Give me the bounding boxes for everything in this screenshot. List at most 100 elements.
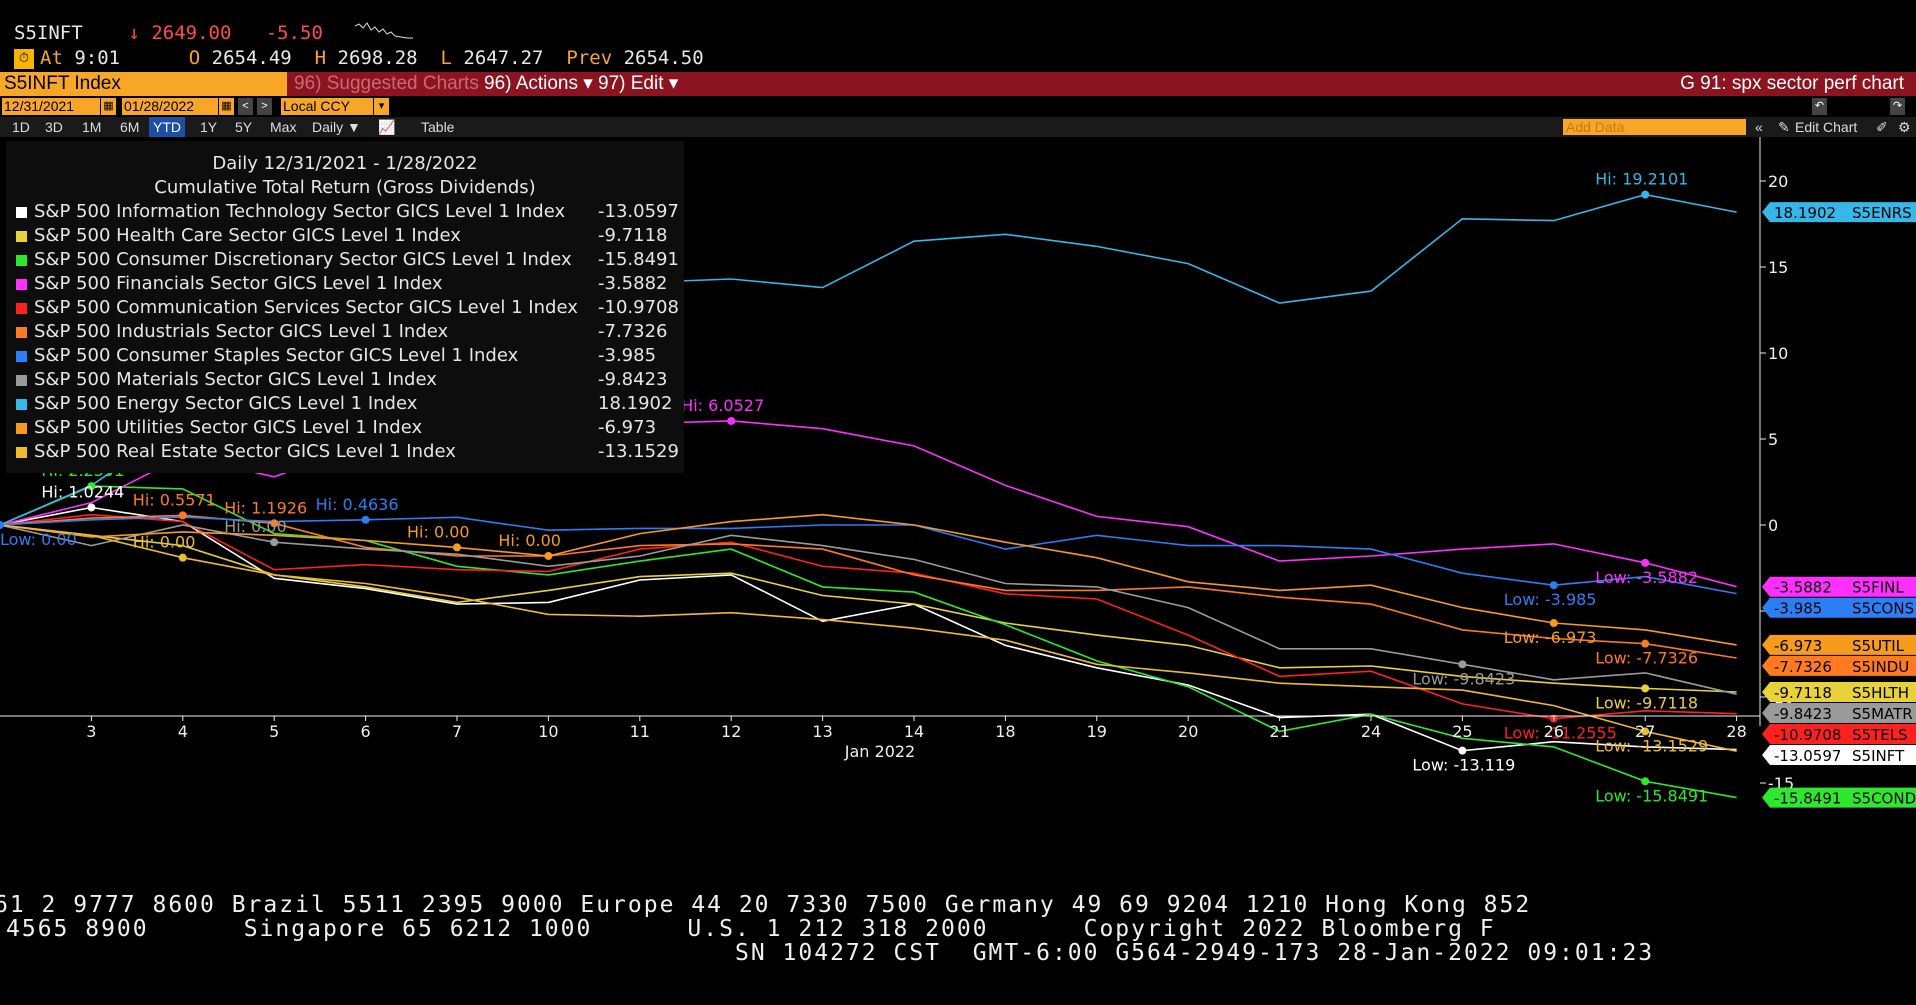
annotation-marker xyxy=(1549,581,1558,590)
tag-background xyxy=(1762,655,1916,676)
legend-series-value: -15.8491 xyxy=(598,249,679,270)
period-6m[interactable]: 6M xyxy=(120,119,140,135)
table-button[interactable]: Table xyxy=(421,119,455,135)
period-1y[interactable]: 1Y xyxy=(200,119,218,135)
legend-item-s5rlst[interactable]: S&P 500 Real Estate Sector GICS Level 1 … xyxy=(16,441,679,465)
low-value: 2647.27 xyxy=(463,47,544,69)
next-period-icon[interactable]: > xyxy=(257,98,272,115)
actions-menu[interactable]: 96) Actions ▾ xyxy=(484,73,593,94)
security-input[interactable]: S5INFT Index xyxy=(0,72,287,96)
period-1m[interactable]: 1M xyxy=(82,119,102,135)
legend-title: Daily 12/31/2021 - 1/28/2022 xyxy=(212,153,478,174)
period-1d[interactable]: 1D xyxy=(12,119,30,135)
legend-item-s5cond[interactable]: S&P 500 Consumer Discretionary Sector GI… xyxy=(16,249,679,273)
tag-value: 18.1902 xyxy=(1774,204,1836,222)
legend-series-name: S&P 500 Financials Sector GICS Level 1 I… xyxy=(34,273,443,294)
x-tick-label: 14 xyxy=(904,722,924,741)
legend-item-s5hlth[interactable]: S&P 500 Health Care Sector GICS Level 1 … xyxy=(16,225,676,249)
suggested-charts-button[interactable]: 96) Suggested Charts xyxy=(294,73,479,94)
legend-swatch xyxy=(16,375,27,386)
legend-item-s5cons[interactable]: S&P 500 Consumer Staples Sector GICS Lev… xyxy=(16,345,676,369)
period-ytd[interactable]: YTD xyxy=(149,117,185,137)
down-arrow-icon: ↓ xyxy=(128,22,140,44)
ticker-symbol[interactable]: S5INFT xyxy=(14,22,83,44)
annotation-label: Low: -15.8491 xyxy=(1595,786,1708,805)
annotation-label: Low: 0.00 xyxy=(0,530,77,549)
annotation-label: Low: -6.973 xyxy=(1504,628,1597,647)
legend-series-value: -3.5882 xyxy=(598,273,668,294)
legend-series-name: S&P 500 Materials Sector GICS Level 1 In… xyxy=(34,369,437,390)
tag-value: -9.8423 xyxy=(1774,705,1832,723)
period-max[interactable]: Max xyxy=(270,119,297,135)
annotation-label: Hi: 1.1926 xyxy=(224,498,307,517)
legend-item-s5matr[interactable]: S&P 500 Materials Sector GICS Level 1 In… xyxy=(16,369,676,393)
series-lines xyxy=(0,193,1737,799)
legend-swatch xyxy=(16,351,27,362)
calendar-icon[interactable]: ▦ xyxy=(101,98,116,115)
edit-icon[interactable]: ✐ xyxy=(1876,119,1888,135)
legend-series-value: -13.1529 xyxy=(598,441,679,462)
last-value-tags: 18.1902 S5ENRS -3.5882 S5FINL -3.985 S5CONS -6… xyxy=(1762,202,1916,808)
x-tick-label: 20 xyxy=(1178,722,1198,741)
annotation-label: Hi: 1.0244 xyxy=(41,482,124,501)
edit-chart-button[interactable]: Edit Chart xyxy=(1795,119,1858,135)
annotation-marker xyxy=(0,521,4,529)
at-label: At xyxy=(40,47,63,69)
annotation-marker xyxy=(1641,684,1650,693)
annotation-label: Hi: 0.5571 xyxy=(133,490,216,509)
legend-swatch xyxy=(16,255,27,266)
legend-panel: Daily 12/31/2021 - 1/28/2022 Cumulative … xyxy=(6,141,684,473)
annotation-marker xyxy=(1641,727,1650,736)
prev-label: Prev xyxy=(566,47,613,69)
series-line-s5rlst xyxy=(0,524,1737,752)
annotation-label: Hi: 0.00 xyxy=(407,522,470,541)
legend-item-s5util[interactable]: S&P 500 Utilities Sector GICS Level 1 In… xyxy=(16,417,676,441)
legend-series-value: -10.9708 xyxy=(598,297,679,318)
series-line-s5inft xyxy=(0,506,1737,752)
start-date-field[interactable]: 12/31/2021 xyxy=(2,98,100,115)
series-line-s5cond xyxy=(0,485,1737,799)
tag-background xyxy=(1762,202,1916,223)
last-value-tag-s5matr: -9.8423 S5MATR xyxy=(1762,703,1916,724)
y-tick-label: 5 xyxy=(1768,430,1778,449)
redo-icon[interactable]: ↷ xyxy=(1890,98,1905,115)
frequency-select[interactable]: Daily ▼ xyxy=(312,119,361,135)
last-value-tag-s5hlth: -9.7118 S5HLTH xyxy=(1762,682,1916,703)
gear-icon[interactable]: ⚙ xyxy=(1898,119,1911,135)
collapse-icon[interactable]: « xyxy=(1755,119,1763,135)
tag-background xyxy=(1762,745,1916,766)
end-date-field[interactable]: 01/28/2022 xyxy=(122,98,218,115)
chevron-down-icon[interactable]: ▾ xyxy=(374,98,389,115)
tag-value: -7.7326 xyxy=(1774,658,1832,676)
annotation-label: Hi: 0.00 xyxy=(498,531,561,550)
x-tick-label: 26 xyxy=(1544,722,1564,741)
legend-item-s5enrs[interactable]: S&P 500 Energy Sector GICS Level 1 Index… xyxy=(16,393,676,417)
sparkline-icon xyxy=(355,22,413,39)
annotation-label: Hi: 0.00 xyxy=(133,533,196,552)
prev-period-icon[interactable]: < xyxy=(238,98,253,115)
tag-ticker: S5UTIL xyxy=(1852,637,1905,655)
annotation-marker xyxy=(87,482,96,491)
currency-select[interactable]: Local CCY xyxy=(281,98,373,115)
tag-ticker: S5FINL xyxy=(1852,579,1904,597)
x-tick-label: 19 xyxy=(1087,722,1107,741)
legend-series-name: S&P 500 Utilities Sector GICS Level 1 In… xyxy=(34,417,423,438)
calendar-icon[interactable]: ▦ xyxy=(219,98,234,115)
tag-background xyxy=(1762,703,1916,724)
period-3d[interactable]: 3D xyxy=(45,119,63,135)
line-chart-icon[interactable]: 📈 xyxy=(378,119,396,135)
period-5y[interactable]: 5Y xyxy=(235,119,253,135)
undo-icon[interactable]: ↶ xyxy=(1812,98,1827,115)
edit-menu[interactable]: 97) Edit ▾ xyxy=(598,73,679,94)
pencil-icon[interactable]: ✎ xyxy=(1778,119,1790,135)
legend-series-name: S&P 500 Industrials Sector GICS Level 1 … xyxy=(34,321,449,342)
legend-item-s5finl[interactable]: S&P 500 Financials Sector GICS Level 1 I… xyxy=(16,273,676,297)
add-data-input[interactable]: Add Data xyxy=(1563,119,1746,135)
series-line-s5indu xyxy=(0,514,1737,659)
annotation-label: Low: -13.119 xyxy=(1412,756,1515,775)
x-tick-label: 25 xyxy=(1452,722,1472,741)
legend-item-s5tels[interactable]: S&P 500 Communication Services Sector GI… xyxy=(16,297,679,321)
legend-item-s5indu[interactable]: S&P 500 Industrials Sector GICS Level 1 … xyxy=(16,321,676,345)
legend-item-s5inft[interactable]: S&P 500 Information Technology Sector GI… xyxy=(16,201,679,225)
